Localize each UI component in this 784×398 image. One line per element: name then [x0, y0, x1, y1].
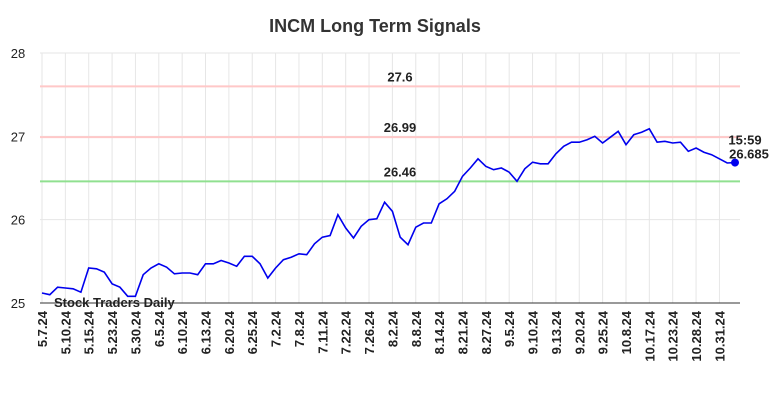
watermark: Stock Traders Daily [54, 295, 175, 310]
x-tick-label: 7.11.24 [315, 310, 330, 353]
x-tick-label: 6.20.24 [222, 310, 237, 354]
x-tick-label: 7.22.24 [339, 310, 354, 354]
x-tick-label: 10.31.24 [712, 310, 727, 361]
x-tick-label: 7.26.24 [362, 310, 377, 354]
y-tick-label: 25 [11, 296, 25, 311]
reference-label: 26.46 [384, 164, 417, 179]
x-tick-label: 5.10.24 [58, 310, 73, 354]
price-line [41, 127, 736, 298]
x-tick-label: 10.17.24 [642, 310, 657, 361]
last-point [731, 158, 739, 167]
x-tick-label: 5.23.24 [105, 310, 120, 354]
y-tick-label: 28 [11, 46, 25, 61]
x-tick-label: 6.13.24 [199, 310, 214, 354]
x-tick-label: 10.8.24 [619, 310, 634, 354]
y-tick-label: 27 [11, 129, 25, 144]
x-tick-label: 8.14.24 [432, 310, 447, 354]
x-tick-label: 9.10.24 [526, 310, 541, 354]
x-tick-label: 6.5.24 [152, 310, 167, 347]
x-tick-label: 8.8.24 [409, 310, 424, 347]
x-tick-label: 8.2.24 [385, 310, 400, 347]
x-tick-label: 10.28.24 [689, 310, 704, 361]
chart-title: INCM Long Term Signals [269, 16, 481, 36]
x-tick-label: 6.10.24 [175, 310, 190, 354]
x-tick-label: 8.27.24 [479, 310, 494, 354]
last-value: 26.685 [729, 147, 769, 162]
x-tick-label: 6.25.24 [245, 310, 260, 354]
x-tick-label: 5.15.24 [82, 310, 97, 354]
x-tick-label: 7.8.24 [292, 310, 307, 347]
last-time: 15:59 [728, 133, 761, 148]
x-tick-label: 8.21.24 [455, 310, 470, 354]
x-tick-label: 5.7.24 [35, 310, 50, 347]
reference-label: 27.6 [387, 69, 412, 84]
x-tick-label: 9.5.24 [502, 310, 517, 347]
x-tick-label: 7.2.24 [269, 310, 284, 347]
x-tick-label: 9.25.24 [596, 310, 611, 354]
x-tick-label: 5.30.24 [128, 310, 143, 354]
x-tick-label: 10.23.24 [666, 310, 681, 361]
x-tick-label: 9.13.24 [549, 310, 564, 354]
reference-label: 26.99 [384, 120, 417, 135]
y-tick-label: 26 [11, 213, 25, 228]
x-tick-label: 9.20.24 [572, 310, 587, 354]
